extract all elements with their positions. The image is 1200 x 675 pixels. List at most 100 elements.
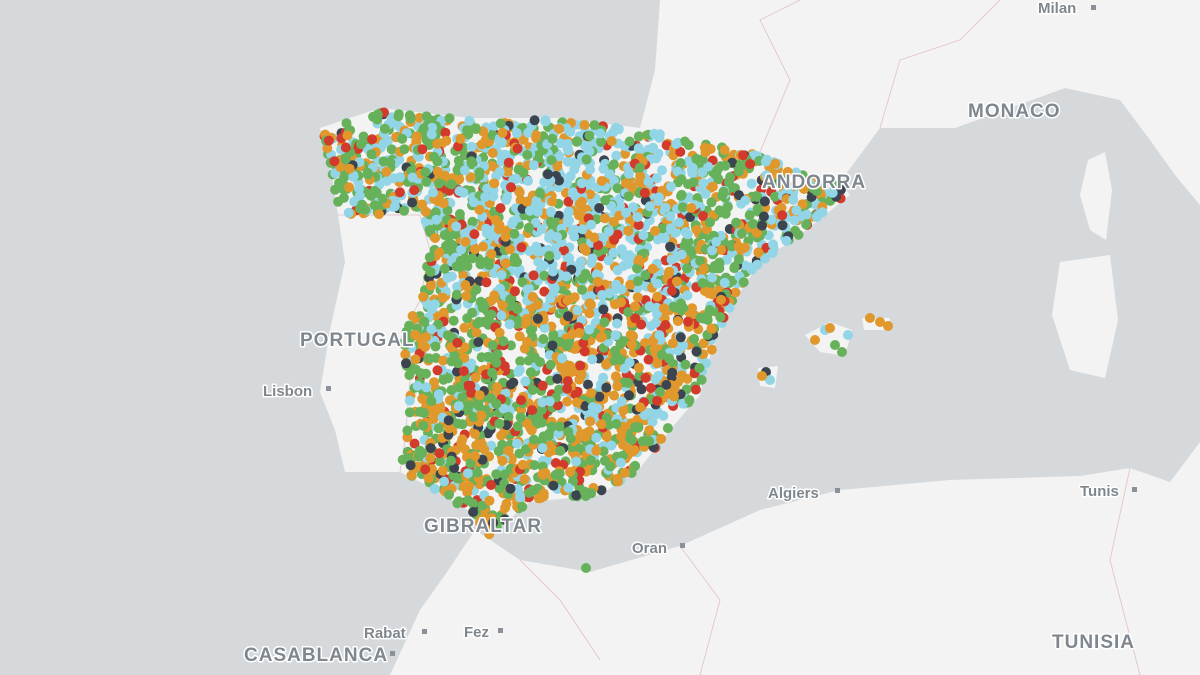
point: [444, 113, 455, 124]
point: [433, 423, 444, 434]
point: [439, 476, 450, 487]
city-marker: [835, 488, 840, 493]
point: [465, 458, 476, 469]
labels: Milan MONACO ANDORRA PORTUGAL Lisbon GIB…: [243, 0, 1137, 668]
point: [574, 443, 585, 454]
point: [586, 257, 597, 268]
point: [769, 169, 780, 179]
point: [340, 154, 351, 165]
point: [671, 139, 682, 149]
point: [446, 385, 457, 396]
point: [601, 359, 611, 370]
point: [584, 146, 595, 157]
point: [404, 395, 415, 406]
point: [503, 445, 514, 456]
point: [616, 396, 627, 407]
point: [475, 259, 486, 270]
point: [658, 410, 669, 421]
point: [584, 308, 595, 319]
point: [406, 470, 417, 481]
point: [540, 116, 551, 127]
point: [407, 197, 418, 208]
point: [432, 365, 443, 376]
point: [698, 211, 708, 221]
point: [875, 317, 885, 327]
point: [545, 293, 556, 304]
point: [521, 196, 532, 207]
point: [562, 341, 572, 351]
point: [338, 192, 349, 203]
point: [594, 203, 605, 213]
point: [546, 155, 557, 166]
point: [489, 178, 500, 189]
point: [418, 123, 429, 134]
point: [531, 130, 542, 141]
point: [494, 166, 505, 177]
corsica: [1080, 152, 1112, 240]
point: [606, 440, 617, 451]
point: [543, 431, 554, 441]
point: [538, 334, 549, 344]
point: [468, 412, 479, 422]
point: [619, 467, 630, 478]
point: [797, 199, 808, 210]
point: [561, 271, 572, 282]
point: [770, 158, 781, 169]
point: [442, 330, 453, 341]
point: [499, 514, 510, 525]
point: [628, 331, 638, 342]
point: [598, 232, 609, 243]
point: [586, 299, 596, 310]
point: [478, 241, 488, 252]
point: [643, 176, 654, 187]
point: [585, 178, 596, 189]
point: [608, 247, 619, 258]
point: [536, 417, 547, 428]
city-marker: [498, 628, 503, 633]
point: [529, 115, 540, 126]
point: [464, 115, 475, 126]
point: [454, 382, 465, 393]
point: [647, 416, 658, 427]
point: [509, 252, 520, 263]
point: [563, 145, 574, 156]
point: [654, 330, 665, 341]
point: [486, 480, 496, 490]
point: [539, 270, 550, 281]
point: [480, 192, 491, 202]
point: [630, 422, 641, 433]
point: [535, 493, 546, 503]
country-label: MONACO: [968, 101, 1061, 122]
point: [563, 311, 574, 322]
point: [675, 158, 686, 168]
point: [514, 186, 524, 197]
point: [512, 438, 522, 449]
point: [562, 156, 573, 167]
point: [594, 391, 605, 402]
point: [474, 204, 485, 215]
point: [662, 423, 673, 434]
point: [650, 317, 661, 328]
point: [452, 498, 463, 509]
point: [581, 245, 591, 256]
point: [604, 419, 615, 430]
point: [586, 388, 597, 399]
point: [466, 156, 477, 167]
point: [354, 183, 365, 194]
point: [505, 294, 516, 305]
point: [735, 160, 746, 171]
point: [421, 176, 432, 187]
point: [808, 183, 819, 194]
point: [682, 290, 693, 301]
point: [565, 433, 576, 444]
point: [452, 358, 463, 369]
point: [627, 446, 638, 457]
point: [703, 288, 714, 299]
point: [524, 487, 535, 498]
point: [459, 165, 470, 176]
point: [687, 303, 698, 314]
point: [488, 517, 499, 528]
point: [676, 370, 687, 381]
point: [443, 373, 454, 384]
point: [613, 476, 623, 487]
